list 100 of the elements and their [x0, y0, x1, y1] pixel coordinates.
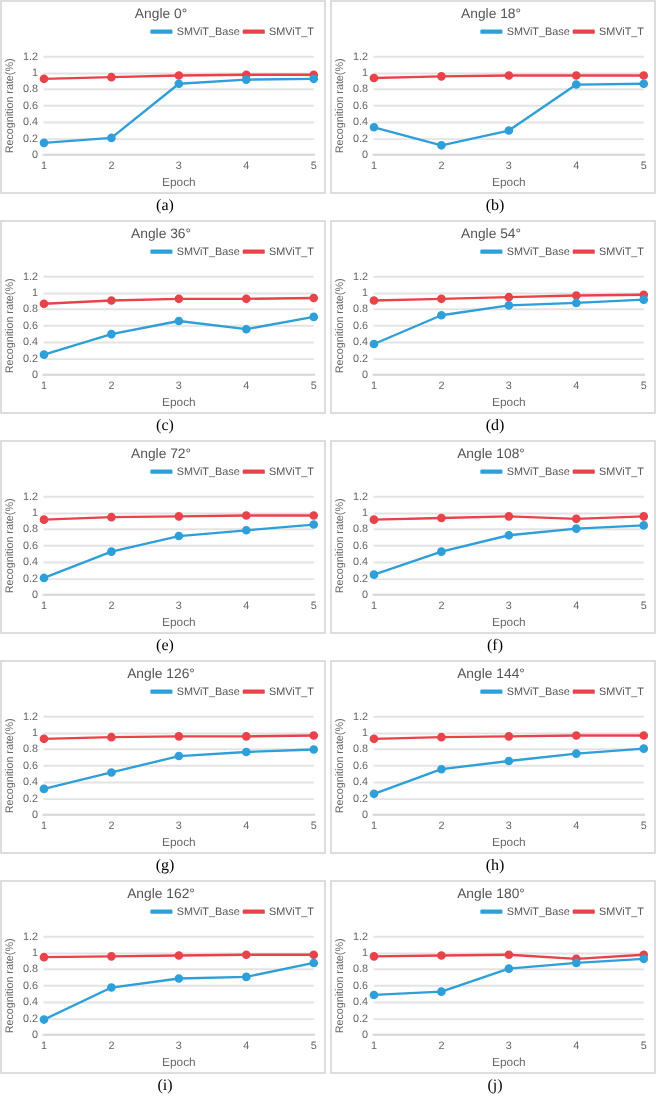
point [241, 324, 251, 334]
point [39, 952, 49, 962]
point [504, 301, 514, 310]
point [107, 133, 116, 143]
point [241, 732, 251, 741]
point [369, 73, 379, 83]
text: (e) [154, 634, 176, 656]
point [437, 72, 446, 81]
point [639, 79, 649, 89]
point [107, 512, 116, 522]
point [174, 951, 184, 960]
point [241, 75, 251, 84]
text: (j) [485, 1074, 505, 1096]
point [369, 296, 379, 305]
point [174, 974, 184, 983]
point [437, 764, 446, 774]
point [571, 731, 581, 740]
point [639, 512, 649, 521]
point [369, 990, 379, 1000]
point [309, 511, 319, 520]
text: (h) [483, 854, 507, 876]
point [107, 732, 116, 742]
point [107, 329, 116, 339]
point [107, 547, 116, 556]
point [504, 530, 514, 540]
point [39, 299, 49, 309]
point [571, 749, 581, 758]
point [39, 734, 49, 744]
point [571, 524, 581, 533]
point [504, 292, 514, 302]
point [504, 964, 514, 973]
point [39, 74, 49, 84]
point [174, 294, 184, 304]
point [369, 122, 379, 132]
point [639, 521, 649, 530]
point [437, 294, 446, 304]
point [174, 79, 184, 89]
point [241, 950, 251, 960]
point [571, 291, 581, 300]
point [309, 520, 319, 529]
point [174, 531, 184, 541]
point [309, 745, 319, 754]
point [107, 72, 116, 82]
point [369, 789, 379, 799]
point [107, 296, 116, 305]
point [309, 293, 319, 303]
point [241, 747, 251, 757]
point [639, 744, 649, 753]
point [241, 294, 251, 304]
point [39, 350, 49, 359]
point [504, 512, 514, 521]
point [241, 511, 251, 520]
point [639, 295, 649, 304]
point [504, 950, 514, 960]
point [107, 983, 116, 992]
point [174, 316, 184, 326]
text: (a) [154, 194, 176, 216]
point [571, 71, 581, 80]
text: (i) [155, 1074, 175, 1096]
point [571, 80, 581, 89]
point [437, 513, 446, 523]
point [174, 732, 184, 741]
point [309, 958, 319, 968]
text: (d) [483, 414, 507, 436]
point [571, 514, 581, 524]
point [369, 339, 379, 349]
point [241, 972, 251, 982]
point [309, 312, 319, 322]
point [309, 950, 319, 960]
text: (b) [483, 194, 507, 216]
point [174, 751, 184, 761]
point [437, 310, 446, 320]
point [437, 547, 446, 556]
text: (g) [153, 854, 177, 876]
point [437, 951, 446, 960]
point [437, 732, 446, 742]
text: (c) [154, 414, 176, 436]
point [39, 138, 49, 148]
point [369, 515, 379, 524]
point [504, 71, 514, 80]
point [504, 756, 514, 766]
point [39, 515, 49, 524]
point [639, 71, 649, 80]
point [309, 731, 319, 740]
point [639, 731, 649, 740]
point [174, 71, 184, 80]
point [39, 784, 49, 794]
point [39, 1015, 49, 1024]
point [369, 952, 379, 961]
point [369, 570, 379, 579]
point [437, 141, 446, 150]
text: (f) [485, 634, 505, 656]
point [39, 573, 49, 583]
point [571, 298, 581, 308]
point [504, 126, 514, 135]
point [174, 512, 184, 521]
point [437, 987, 446, 996]
point [369, 734, 379, 744]
point [107, 768, 116, 777]
point [504, 732, 514, 741]
